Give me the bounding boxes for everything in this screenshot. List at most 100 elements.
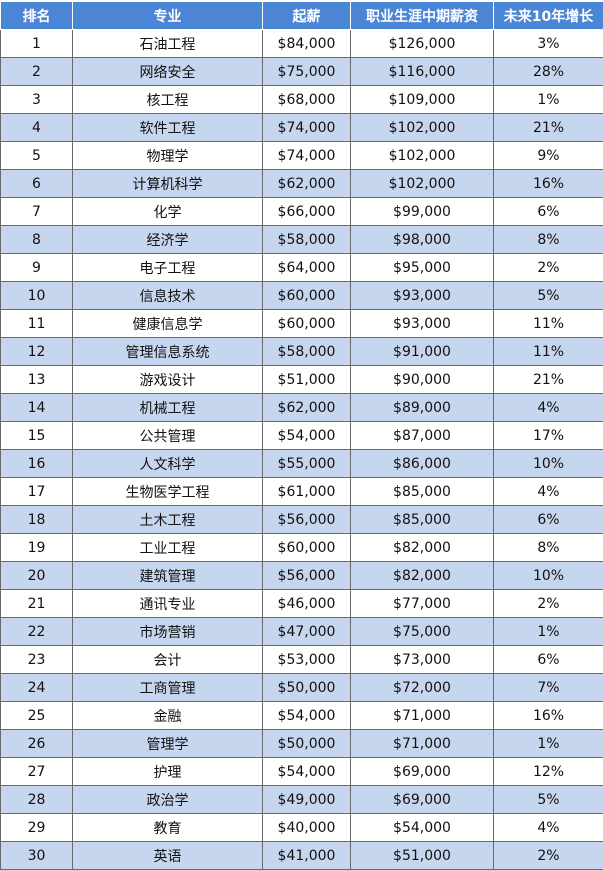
major-cell: 会计 bbox=[73, 646, 263, 674]
mid-career-salary-cell: $102,000 bbox=[351, 142, 494, 170]
starting-salary-cell: $60,000 bbox=[263, 534, 351, 562]
major-cell: 石油工程 bbox=[73, 30, 263, 58]
starting-salary-cell: $68,000 bbox=[263, 86, 351, 114]
rank-cell: 10 bbox=[1, 282, 73, 310]
major-cell: 健康信息学 bbox=[73, 310, 263, 338]
starting-salary-cell: $61,000 bbox=[263, 478, 351, 506]
rank-cell: 11 bbox=[1, 310, 73, 338]
major-cell: 网络安全 bbox=[73, 58, 263, 86]
rank-cell: 6 bbox=[1, 170, 73, 198]
starting-salary-cell: $75,000 bbox=[263, 58, 351, 86]
rank-cell: 18 bbox=[1, 506, 73, 534]
rank-cell: 17 bbox=[1, 478, 73, 506]
growth-cell: 1% bbox=[494, 618, 603, 646]
major-cell: 护理 bbox=[73, 758, 263, 786]
major-cell: 生物医学工程 bbox=[73, 478, 263, 506]
growth-cell: 4% bbox=[494, 478, 603, 506]
starting-salary-cell: $41,000 bbox=[263, 842, 351, 870]
header-rank: 排名 bbox=[1, 2, 73, 30]
major-cell: 公共管理 bbox=[73, 422, 263, 450]
rank-cell: 23 bbox=[1, 646, 73, 674]
mid-career-salary-cell: $69,000 bbox=[351, 786, 494, 814]
major-cell: 土木工程 bbox=[73, 506, 263, 534]
mid-career-salary-cell: $85,000 bbox=[351, 478, 494, 506]
major-cell: 化学 bbox=[73, 198, 263, 226]
mid-career-salary-cell: $102,000 bbox=[351, 170, 494, 198]
mid-career-salary-cell: $109,000 bbox=[351, 86, 494, 114]
starting-salary-cell: $54,000 bbox=[263, 422, 351, 450]
mid-career-salary-cell: $126,000 bbox=[351, 30, 494, 58]
growth-cell: 21% bbox=[494, 114, 603, 142]
rank-cell: 24 bbox=[1, 674, 73, 702]
starting-salary-cell: $46,000 bbox=[263, 590, 351, 618]
starting-salary-cell: $84,000 bbox=[263, 30, 351, 58]
starting-salary-cell: $55,000 bbox=[263, 450, 351, 478]
starting-salary-cell: $74,000 bbox=[263, 114, 351, 142]
growth-cell: 16% bbox=[494, 702, 603, 730]
major-cell: 通讯专业 bbox=[73, 590, 263, 618]
starting-salary-cell: $54,000 bbox=[263, 702, 351, 730]
starting-salary-cell: $53,000 bbox=[263, 646, 351, 674]
mid-career-salary-cell: $99,000 bbox=[351, 198, 494, 226]
mid-career-salary-cell: $93,000 bbox=[351, 282, 494, 310]
major-cell: 核工程 bbox=[73, 86, 263, 114]
growth-cell: 28% bbox=[494, 58, 603, 86]
mid-career-salary-cell: $72,000 bbox=[351, 674, 494, 702]
starting-salary-cell: $58,000 bbox=[263, 338, 351, 366]
growth-cell: 17% bbox=[494, 422, 603, 450]
table-header: 排名 专业 起薪 职业生涯中期薪资 未来10年增长 bbox=[1, 2, 603, 30]
rank-cell: 30 bbox=[1, 842, 73, 870]
growth-cell: 6% bbox=[494, 506, 603, 534]
starting-salary-cell: $66,000 bbox=[263, 198, 351, 226]
rank-cell: 13 bbox=[1, 366, 73, 394]
rank-cell: 7 bbox=[1, 198, 73, 226]
mid-career-salary-cell: $95,000 bbox=[351, 254, 494, 282]
growth-cell: 2% bbox=[494, 842, 603, 870]
rank-cell: 25 bbox=[1, 702, 73, 730]
mid-career-salary-cell: $73,000 bbox=[351, 646, 494, 674]
header-major: 专业 bbox=[73, 2, 263, 30]
major-cell: 机械工程 bbox=[73, 394, 263, 422]
growth-cell: 10% bbox=[494, 450, 603, 478]
rank-cell: 26 bbox=[1, 730, 73, 758]
major-cell: 软件工程 bbox=[73, 114, 263, 142]
growth-cell: 2% bbox=[494, 254, 603, 282]
rank-cell: 5 bbox=[1, 142, 73, 170]
starting-salary-cell: $56,000 bbox=[263, 506, 351, 534]
header-growth: 未来10年增长 bbox=[494, 2, 603, 30]
mid-career-salary-cell: $85,000 bbox=[351, 506, 494, 534]
rank-cell: 15 bbox=[1, 422, 73, 450]
rank-cell: 3 bbox=[1, 86, 73, 114]
mid-career-salary-cell: $116,000 bbox=[351, 58, 494, 86]
major-cell: 人文科学 bbox=[73, 450, 263, 478]
major-cell: 管理学 bbox=[73, 730, 263, 758]
mid-career-salary-cell: $90,000 bbox=[351, 366, 494, 394]
starting-salary-cell: $60,000 bbox=[263, 310, 351, 338]
rank-cell: 28 bbox=[1, 786, 73, 814]
growth-cell: 9% bbox=[494, 142, 603, 170]
growth-cell: 8% bbox=[494, 534, 603, 562]
mid-career-salary-cell: $82,000 bbox=[351, 534, 494, 562]
rank-cell: 4 bbox=[1, 114, 73, 142]
mid-career-salary-cell: $69,000 bbox=[351, 758, 494, 786]
rank-cell: 21 bbox=[1, 590, 73, 618]
